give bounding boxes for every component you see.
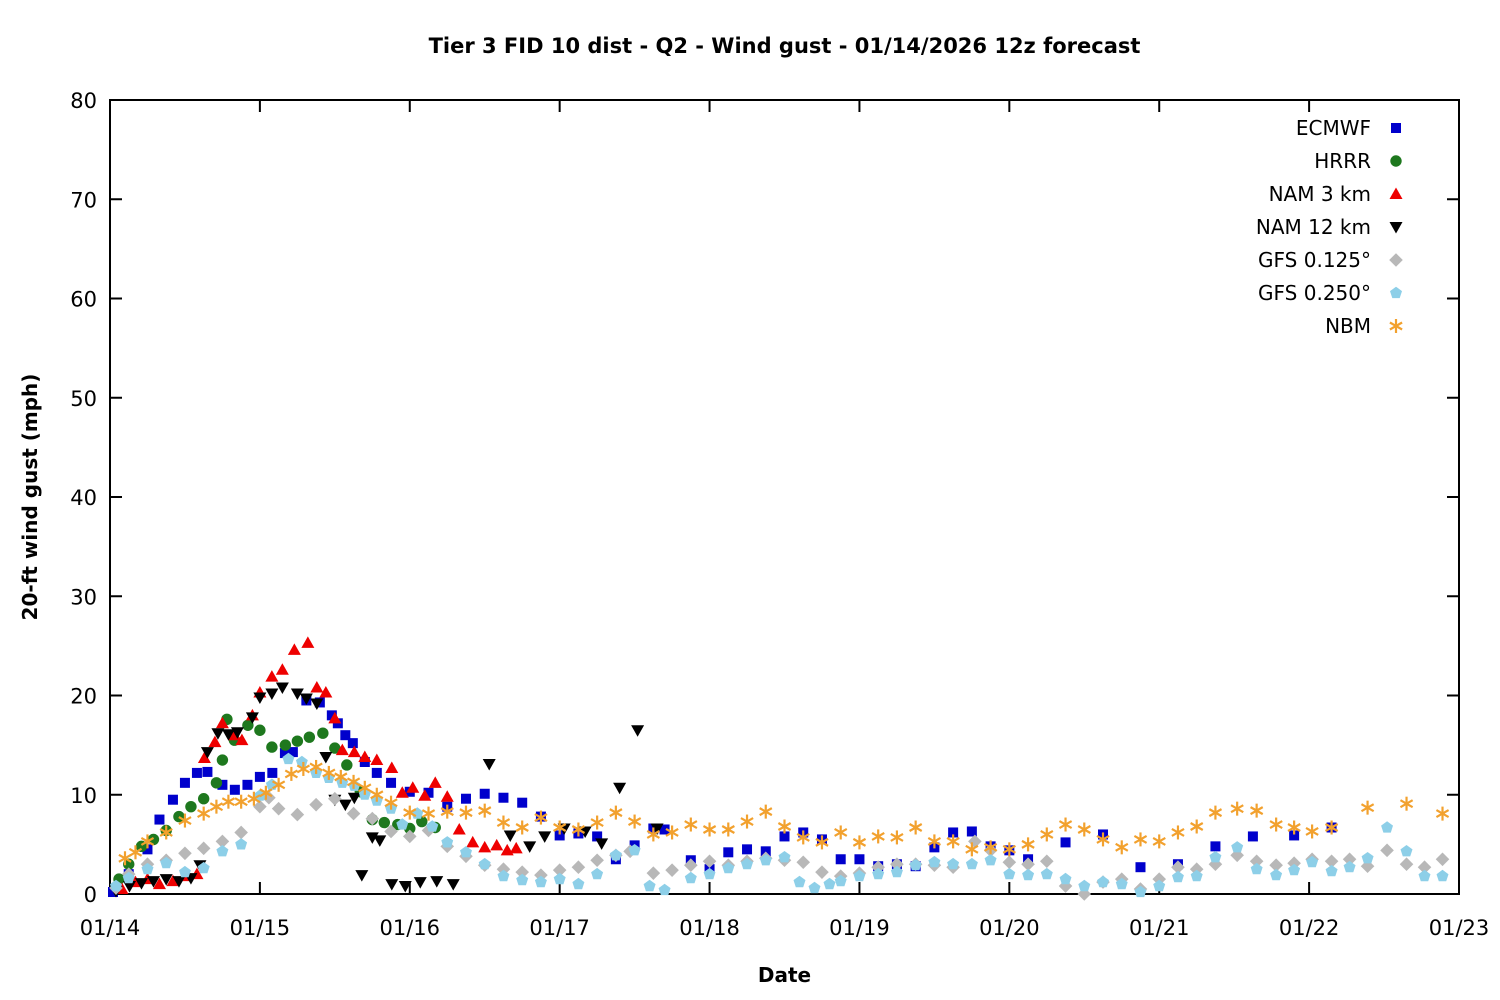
legend-marker-triangle-up-icon <box>1374 181 1418 207</box>
legend-item-ecmwf: ECMWF <box>1256 111 1418 144</box>
legend-marker-pentagon-icon <box>1374 280 1418 306</box>
x-tick-label: 01/16 <box>380 916 441 940</box>
legend-label: HRRR <box>1314 148 1371 173</box>
x-tick-label: 01/14 <box>80 916 141 940</box>
legend-item-nam-12-km: NAM 12 km <box>1256 210 1418 243</box>
y-tick-label: 50 <box>70 387 97 411</box>
y-tick-label: 70 <box>70 188 97 212</box>
legend-item-gfs-0-125-: GFS 0.125° <box>1256 243 1418 276</box>
x-tick-label: 01/17 <box>529 916 590 940</box>
y-tick-label: 30 <box>70 585 97 609</box>
legend-item-nam-3-km: NAM 3 km <box>1256 177 1418 210</box>
y-tick-label: 10 <box>70 784 97 808</box>
y-tick-label: 60 <box>70 288 97 312</box>
chart-title: Tier 3 FID 10 dist - Q2 - Wind gust - 01… <box>428 34 1141 58</box>
y-tick-label: 80 <box>70 89 97 113</box>
series-gfs-0-250- <box>110 752 1449 898</box>
legend-label: GFS 0.250° <box>1258 280 1371 305</box>
legend-item-gfs-0-250-: GFS 0.250° <box>1256 276 1418 309</box>
legend: ECMWF HRRR NAM 3 km NAM 12 km GFS 0.125° GFS … <box>1256 111 1418 342</box>
legend-label: NAM 3 km <box>1268 181 1371 206</box>
legend-marker-circle-icon <box>1374 148 1418 174</box>
series-nbm <box>118 759 1450 866</box>
legend-item-hrrr: HRRR <box>1256 144 1418 177</box>
legend-label: ECMWF <box>1295 115 1371 140</box>
legend-marker-triangle-down-icon <box>1374 214 1418 240</box>
x-tick-label: 01/15 <box>230 916 291 940</box>
x-tick-label: 01/21 <box>1129 916 1190 940</box>
series-ecmwf <box>107 695 1337 898</box>
x-tick-label: 01/19 <box>829 916 890 940</box>
legend-label: NAM 12 km <box>1255 214 1371 239</box>
series-gfs-0-125- <box>109 790 1450 901</box>
x-tick-label: 01/20 <box>979 916 1040 940</box>
legend-label: NBM <box>1325 313 1371 338</box>
x-tick-label: 01/22 <box>1279 916 1340 940</box>
y-tick-label: 40 <box>70 486 97 510</box>
x-axis-title: Date <box>757 963 812 987</box>
x-tick-label: 01/18 <box>679 916 740 940</box>
x-tick-label: 01/23 <box>1429 916 1490 940</box>
legend-item-nbm: NBM <box>1256 309 1418 342</box>
y-tick-label: 20 <box>70 685 97 709</box>
legend-marker-diamond-icon <box>1374 247 1418 273</box>
legend-label: GFS 0.125° <box>1258 247 1371 272</box>
legend-marker-square-icon <box>1374 115 1418 141</box>
y-tick-label: 0 <box>84 883 97 907</box>
legend-marker-asterisk-icon <box>1374 313 1418 339</box>
